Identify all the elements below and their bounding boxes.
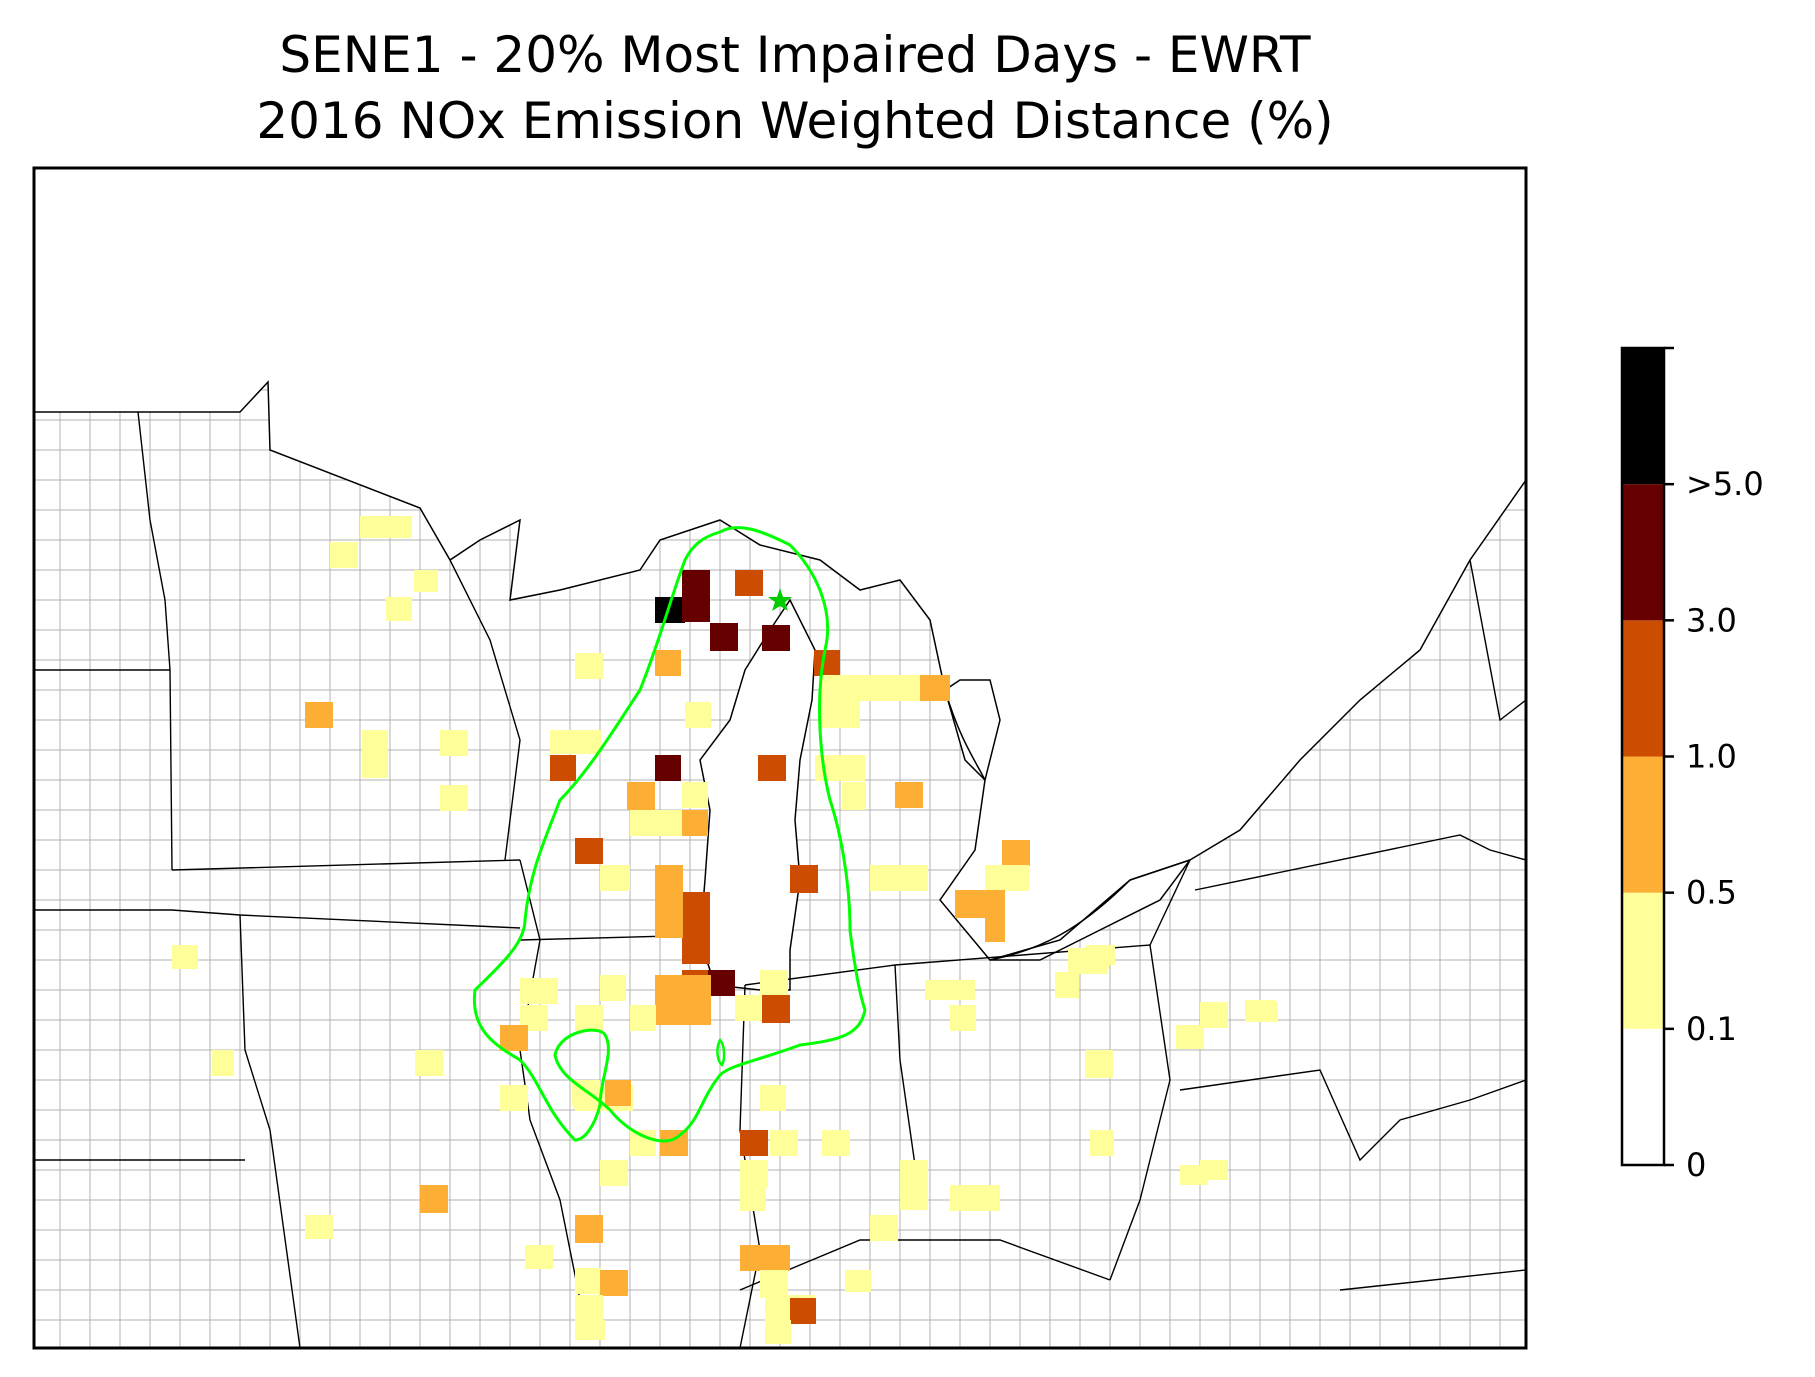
colorbar-swatch-4 <box>1622 484 1664 621</box>
colorbar: 0 0.1 0.5 1.0 3.0 >5.0 <box>1620 346 1764 1184</box>
residence-time-contour <box>472 526 867 1143</box>
site-star-icon <box>768 588 792 611</box>
colorbar-tick-label: >5.0 <box>1686 465 1764 503</box>
lake-michigan <box>699 598 816 991</box>
colorbar-swatch-2 <box>1622 756 1664 893</box>
map-panel <box>34 380 1526 1348</box>
map-title-line-1: SENE1 - 20% Most Impaired Days - EWRT <box>279 26 1311 84</box>
map-title-line-2: 2016 NOx Emission Weighted Distance (%) <box>256 92 1334 150</box>
colorbar-tick-label: 1.0 <box>1686 738 1737 776</box>
colorbar-tick-label: 0.5 <box>1686 874 1737 912</box>
colorbar-swatch-5 <box>1622 348 1664 485</box>
map-frame <box>32 166 1528 1350</box>
contour-inner-loop <box>716 1037 726 1067</box>
impairment-cells <box>172 516 1278 1344</box>
colorbar-swatch-1 <box>1622 892 1664 1029</box>
colorbar-swatch-3 <box>1622 620 1664 757</box>
colorbar-tick-label: 3.0 <box>1686 601 1737 639</box>
coastline <box>34 380 1526 961</box>
lake-superior <box>420 452 930 600</box>
lake-huron <box>944 679 1001 783</box>
colorbar-tick-label: 0.1 <box>1686 1010 1737 1048</box>
colorbar-tick-label: 0 <box>1686 1146 1706 1184</box>
colorbar-swatch-0 <box>1622 1028 1664 1165</box>
